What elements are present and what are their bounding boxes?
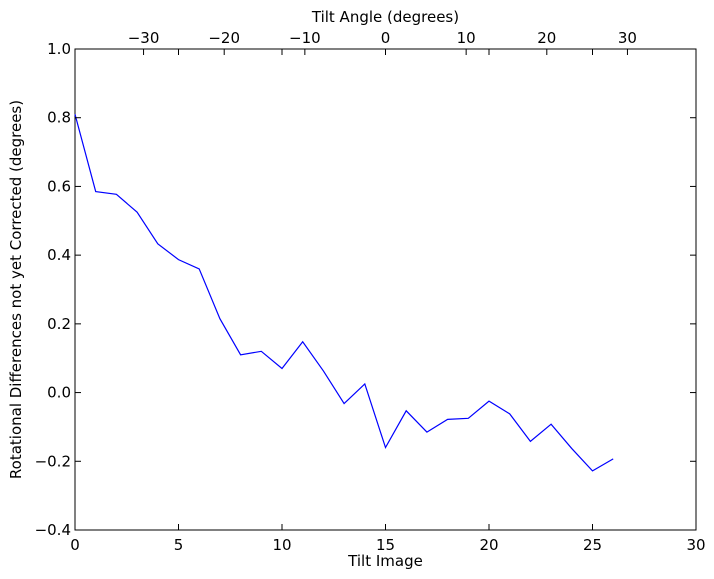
y-tick-label: −0.2	[35, 452, 71, 470]
series-line	[74, 114, 614, 472]
y-axis-title: Rotational Differences not yet Corrected…	[7, 100, 25, 479]
top-x-tick-label: 20	[537, 29, 556, 47]
x-tick-label: 30	[686, 536, 705, 554]
x-tick-label: 10	[272, 536, 291, 554]
top-x-axis-title: Tilt Angle (degrees)	[311, 8, 459, 26]
top-x-tick-label: −30	[128, 29, 160, 47]
top-x-tick-label: −10	[289, 29, 321, 47]
y-tick-label: 0.2	[47, 315, 71, 333]
series-layer	[74, 114, 614, 472]
y-tick-label: 0.8	[47, 109, 71, 127]
y-tick-label: 0.0	[47, 384, 71, 402]
top-x-tick-label: 30	[618, 29, 637, 47]
x-tick-label: 15	[376, 536, 395, 554]
y-tick-label: 1.0	[47, 40, 71, 58]
x-tick-label: 25	[583, 536, 602, 554]
plot-frame	[74, 48, 697, 531]
x-tick-label: 0	[70, 536, 80, 554]
top-x-tick-label: −20	[208, 29, 240, 47]
y-tick-label: −0.4	[35, 521, 71, 539]
y-tick-label: 0.6	[47, 177, 71, 195]
x-axis-title: Tilt Image	[347, 552, 423, 570]
x-tick-label: 20	[479, 536, 498, 554]
tick-layer: 0 5 10 15 20 25 30 −0.4 −0.2 0.0 0.2 0.4 0.6 0.8 1.0 −3…	[35, 29, 706, 554]
x-tick-label: 5	[174, 536, 184, 554]
top-x-tick-label: 10	[457, 29, 476, 47]
y-tick-label: 0.4	[47, 246, 71, 264]
top-x-tick-label: 0	[381, 29, 391, 47]
